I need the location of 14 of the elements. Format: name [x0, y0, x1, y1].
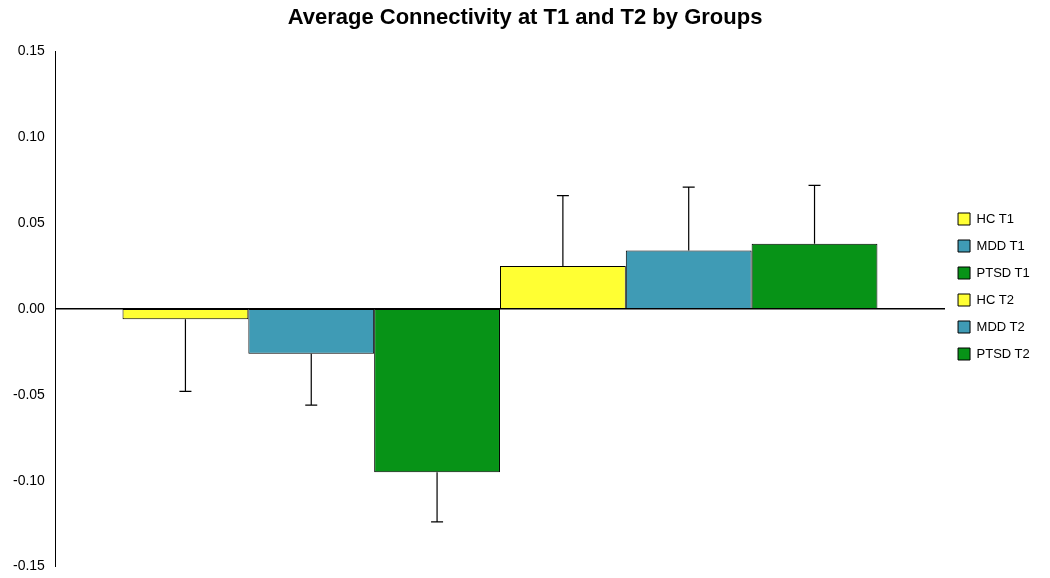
legend-label: PTSD T2 — [976, 345, 1030, 361]
y-tick-label: 0.15 — [17, 42, 46, 59]
y-tick-label: 0.10 — [17, 128, 46, 145]
y-tick-label: 0.05 — [17, 213, 46, 230]
legend-label: HC T1 — [976, 210, 1014, 226]
y-tick-label: -0.15 — [12, 557, 46, 574]
legend-label: HC T2 — [976, 291, 1014, 307]
y-tick-label: -0.05 — [12, 385, 46, 402]
y-tick-label: -0.10 — [12, 471, 46, 488]
legend-label: MDD T2 — [976, 318, 1025, 334]
y-tick-label: 0.00 — [17, 299, 46, 316]
legend-label: PTSD T1 — [976, 264, 1030, 280]
chart-title: Average Connectivity at T1 and T2 by Groups — [287, 4, 763, 30]
legend-label: MDD T1 — [976, 237, 1025, 253]
